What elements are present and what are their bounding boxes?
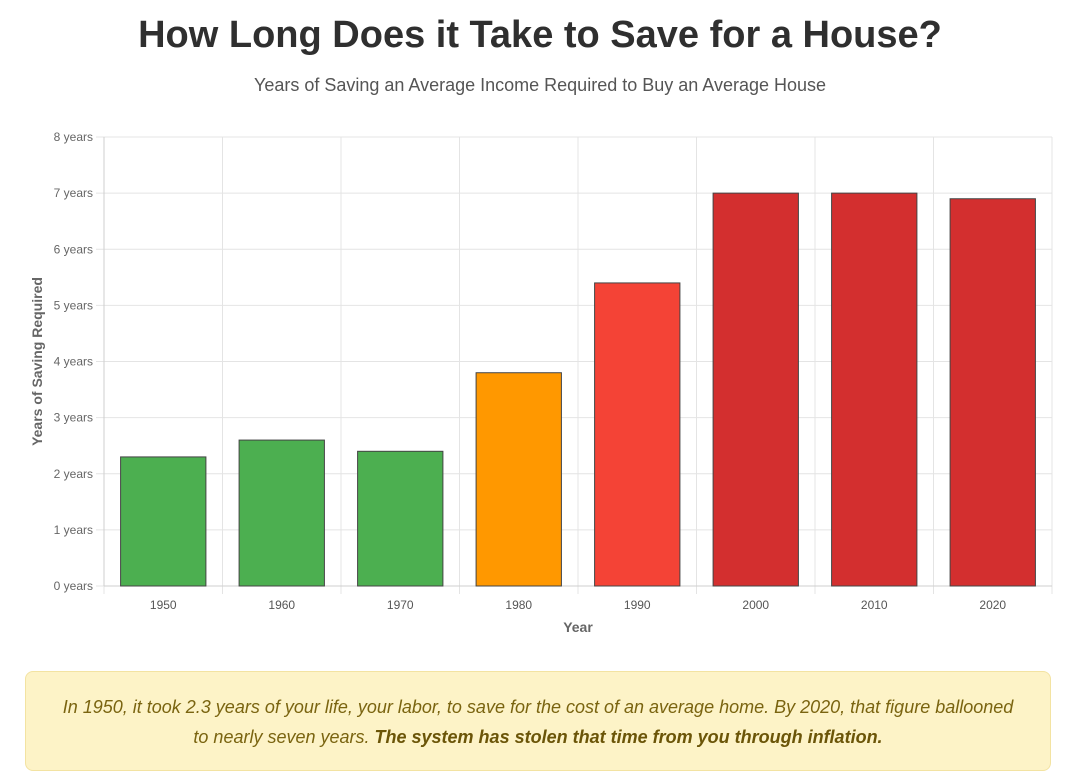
commentary-emphasis: The system has stolen that time from you… — [374, 727, 883, 747]
bar-2010 — [831, 192, 918, 587]
y-tick-label: 3 years — [54, 411, 93, 425]
x-tick-label: 1950 — [150, 598, 177, 612]
x-tick-label: 1960 — [268, 598, 295, 612]
y-tick-label: 0 years — [54, 579, 93, 593]
bar-1950 — [120, 456, 207, 587]
commentary-text: In 1950, it took 2.3 years of your life,… — [62, 697, 1014, 747]
bar-2020 — [949, 198, 1036, 587]
y-axis-title: Years of Saving Required — [29, 277, 45, 446]
y-tick-label: 1 years — [54, 523, 93, 537]
x-tick-label: 2000 — [742, 598, 769, 612]
x-tick-label: 1970 — [387, 598, 414, 612]
bar-2000 — [712, 192, 799, 587]
bar-chart: 0 years 1 years 2 years 3 years 4 years 5 yea… — [29, 130, 1053, 635]
y-tick-label: 5 years — [54, 298, 93, 312]
x-tick-label: 1990 — [624, 598, 651, 612]
bar-1970 — [357, 450, 444, 587]
y-tick-label: 4 years — [54, 355, 93, 369]
y-tick-label: 2 years — [54, 467, 93, 481]
x-tick-label: 1980 — [505, 598, 532, 612]
chart-title: How Long Does it Take to Save for a Hous… — [138, 14, 942, 56]
x-tick-label: 2010 — [861, 598, 888, 612]
x-axis-title: Year — [563, 619, 593, 635]
y-tick-label: 7 years — [54, 186, 93, 200]
bar-1990 — [594, 282, 681, 587]
bar-1960 — [238, 439, 325, 587]
bar-1980 — [475, 372, 562, 587]
chart-subtitle: Years of Saving an Average Income Requir… — [253, 75, 827, 95]
y-tick-label: 8 years — [54, 130, 93, 144]
y-tick-label: 6 years — [54, 242, 93, 256]
commentary-box: In 1950, it took 2.3 years of your life,… — [25, 671, 1051, 771]
x-tick-label: 2020 — [979, 598, 1006, 612]
